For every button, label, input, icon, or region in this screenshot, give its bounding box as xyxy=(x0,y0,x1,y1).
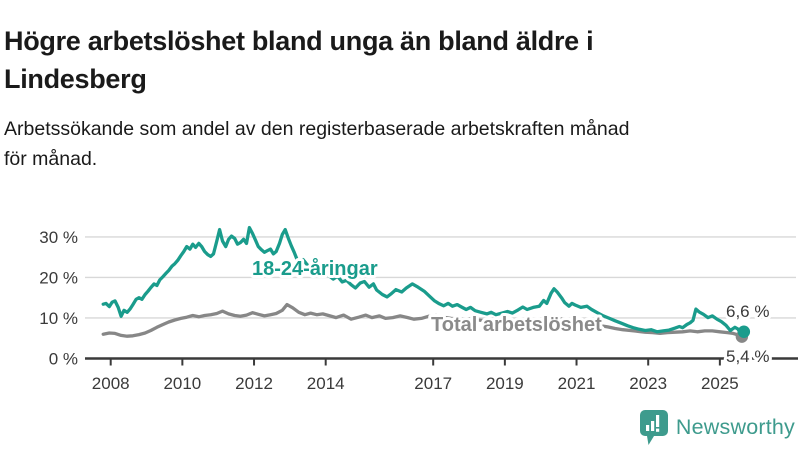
series-label-young: 18-24-åringar xyxy=(252,257,378,280)
x-tick-label: 2025 xyxy=(701,374,739,393)
x-axis-labels: 2008 2010 2012 2014 2017 2019 2021 2023 2025 xyxy=(92,374,739,393)
series-line-total xyxy=(101,302,746,339)
newsworthy-logo: Newsworthy xyxy=(639,408,795,446)
exclamation-dot xyxy=(655,428,660,432)
y-tick-label: 20 % xyxy=(39,268,78,287)
y-tick-label: 10 % xyxy=(39,309,78,328)
series-lines xyxy=(101,225,751,343)
x-tick-label: 2014 xyxy=(307,374,345,393)
x-axis xyxy=(85,357,798,366)
y-tick-label: 30 % xyxy=(39,228,78,247)
chart-subtitle: Arbetssökande som andel av den registerb… xyxy=(4,114,784,174)
brand-name: Newsworthy xyxy=(675,414,795,439)
x-tick-label: 2023 xyxy=(629,374,667,393)
end-dot-young xyxy=(737,325,751,338)
x-tick-label: 2017 xyxy=(414,374,452,393)
x-tick-label: 2012 xyxy=(235,374,273,393)
bar-2 xyxy=(650,420,655,431)
bar-1 xyxy=(645,424,650,431)
x-tick-label: 2021 xyxy=(558,374,596,393)
x-tick-label: 2010 xyxy=(163,374,201,393)
series-line-young xyxy=(101,225,746,336)
end-value-label-young: 6,6 % xyxy=(726,302,769,321)
title-line-2: Lindesberg xyxy=(4,64,147,95)
end-value-label-total: 5,4 % xyxy=(726,347,769,366)
y-axis-labels: 0 % 10 % 20 % 30 % xyxy=(39,228,78,369)
subtitle-line-2: för månad. xyxy=(4,148,98,170)
x-tick-label: 2008 xyxy=(92,374,130,393)
page-title: Högre arbetslöshet bland unga än bland ä… xyxy=(4,22,774,98)
series-label-total: Total arbetslöshet xyxy=(431,314,602,336)
newsworthy-bubble-icon xyxy=(639,409,668,445)
line-chart: 0 % 10 % 20 % 30 % 2008 2010 2012 2014 2017 2019… xyxy=(39,225,798,393)
exclamation-stem xyxy=(655,414,660,427)
x-tick-label: 2019 xyxy=(486,374,524,393)
y-tick-label: 0 % xyxy=(49,350,78,369)
subtitle-line-1: Arbetssökande som andel av den registerb… xyxy=(4,118,630,140)
title-line-1: Högre arbetslöshet bland unga än bland ä… xyxy=(4,26,594,57)
